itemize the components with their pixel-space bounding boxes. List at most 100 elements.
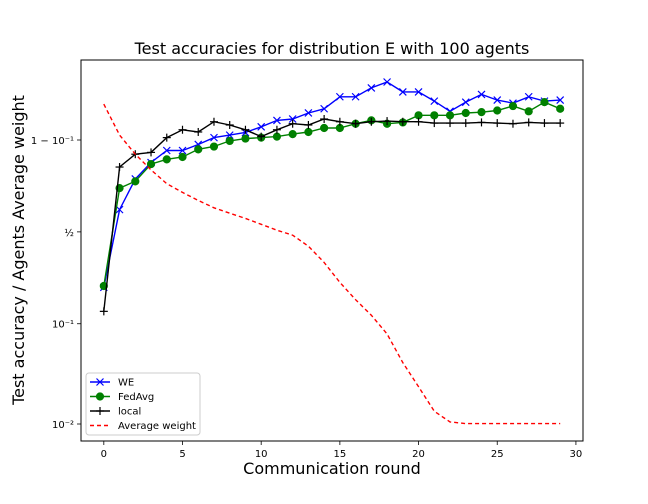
data-point (162, 146, 171, 155)
x-tick-label: 10 (255, 449, 268, 460)
legend-label: FedAvg (118, 392, 154, 403)
data-point (367, 117, 376, 126)
data-point (194, 145, 203, 154)
x-tick-label: 0 (101, 449, 107, 460)
data-point (508, 101, 518, 111)
data-point (398, 88, 407, 96)
data-point (304, 109, 313, 117)
data-point (508, 119, 517, 128)
data-point (96, 378, 104, 386)
data-point (556, 96, 565, 104)
data-point (383, 117, 392, 126)
data-point (351, 119, 360, 128)
data-point (493, 96, 502, 104)
data-point (556, 104, 565, 113)
data-point (477, 90, 486, 99)
data-point (210, 133, 218, 142)
data-point (288, 115, 297, 123)
data-point (209, 142, 219, 151)
data-point (178, 146, 187, 155)
data-point (351, 92, 360, 101)
data-point (304, 127, 313, 137)
y-tick-label: 10⁻¹ (52, 320, 74, 331)
data-point (461, 108, 470, 118)
data-point (414, 88, 423, 96)
data-point (304, 120, 313, 129)
x-tick-label: 5 (179, 449, 185, 460)
data-point (272, 125, 281, 134)
data-point (320, 114, 329, 123)
data-point (414, 117, 423, 126)
x-axis-label: Communication round (243, 459, 421, 478)
data-point (524, 92, 533, 101)
data-point (540, 98, 549, 107)
data-point (335, 117, 344, 126)
data-point (445, 111, 455, 120)
legend-item: WE (90, 378, 134, 389)
legend-box (85, 372, 201, 436)
data-point (461, 98, 470, 107)
data-point (99, 281, 108, 291)
legend: WE FedAvg local Average weight (85, 372, 201, 436)
legend-label: WE (118, 378, 134, 389)
series-average-weight (103, 103, 561, 425)
data-point (398, 117, 407, 126)
data-point (115, 163, 124, 172)
data-point (493, 106, 502, 115)
x-tick-label: 15 (334, 449, 347, 460)
y-tick-label: 10⁻² (52, 420, 74, 431)
data-point (178, 152, 187, 162)
data-point (272, 132, 282, 141)
legend-item: Average weight (90, 421, 196, 432)
data-point (430, 111, 439, 120)
data-point (288, 130, 297, 139)
data-point (524, 107, 533, 116)
data-point (241, 134, 250, 143)
data-point (96, 407, 104, 415)
series-line (103, 81, 561, 288)
data-point (540, 119, 549, 128)
data-point (115, 205, 124, 214)
data-point (257, 122, 266, 131)
data-point (446, 119, 455, 128)
y-axis-label: Test accuracy / Agents Average weight (9, 95, 28, 406)
data-point (162, 133, 171, 142)
data-point (461, 119, 470, 128)
data-point (225, 136, 234, 146)
y-tick-label: ½ (64, 227, 74, 239)
series-line (103, 103, 561, 425)
data-point (194, 127, 203, 136)
data-point (95, 392, 105, 401)
data-point (272, 116, 281, 125)
x-axis-ticks: 0 5 10 15 20 25 30 (101, 441, 583, 460)
data-point (367, 84, 376, 92)
data-point (241, 125, 250, 134)
data-point (477, 118, 486, 127)
x-tick-label: 20 (412, 449, 425, 460)
legend-item: FedAvg (90, 392, 154, 403)
data-point (146, 159, 156, 169)
x-tick-label: 25 (491, 449, 504, 460)
legend-label: local (118, 407, 141, 418)
series-local (99, 114, 565, 316)
data-point (383, 78, 392, 86)
series-layer (99, 78, 565, 425)
legend-label: Average weight (118, 421, 196, 432)
legend-item: local (90, 407, 141, 418)
data-point (257, 132, 266, 141)
data-point (99, 307, 108, 316)
data-point (430, 119, 439, 128)
data-point (556, 119, 565, 128)
data-point (493, 119, 502, 128)
data-point (178, 125, 187, 134)
data-point (225, 120, 234, 129)
data-point (430, 97, 439, 106)
y-axis-ticks: 1 − 10⁻¹ ½ 10⁻¹ 10⁻² (31, 136, 81, 431)
data-point (131, 177, 140, 186)
data-point (225, 131, 234, 140)
x-tick-label: 30 (570, 449, 583, 460)
data-point (320, 123, 329, 133)
y-tick-label: 1 − 10⁻¹ (31, 136, 74, 147)
chart-title: Test accuracies for distribution E with … (134, 39, 530, 58)
